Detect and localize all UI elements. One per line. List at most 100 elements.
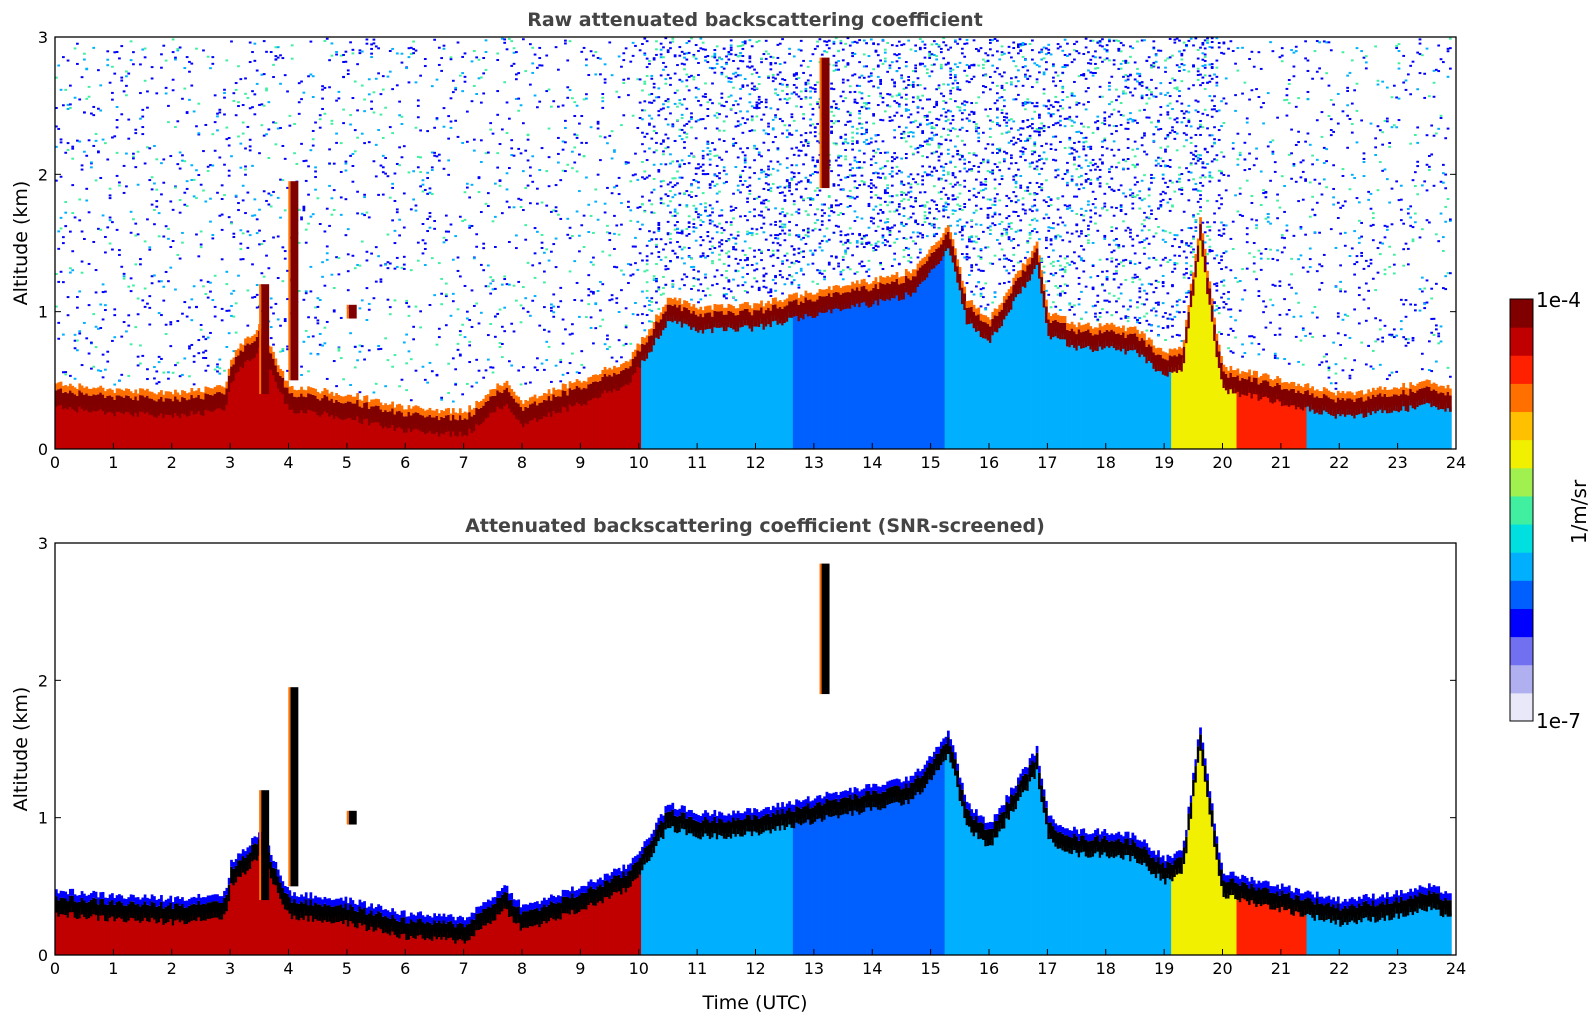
heatmap-cell: [813, 312, 817, 449]
heatmap-cell: [505, 131, 509, 134]
heatmap-cell: [531, 396, 535, 404]
heatmap-cell: [792, 200, 796, 203]
heatmap-cell: [816, 140, 819, 143]
heatmap-cell: [500, 37, 504, 40]
heatmap-cell: [848, 111, 852, 114]
heatmap-cell: [407, 412, 411, 429]
heatmap-cell: [174, 56, 177, 59]
heatmap-cell: [727, 303, 731, 311]
heatmap-cell: [718, 129, 721, 132]
heatmap-cell: [610, 192, 614, 195]
heatmap-cell: [837, 303, 840, 449]
heatmap-cell: [706, 147, 710, 150]
heatmap-cell: [491, 406, 495, 449]
heatmap-cell: [711, 55, 714, 58]
heatmap-cell: [484, 39, 488, 42]
heatmap-cell: [900, 193, 904, 196]
heatmap-cell: [507, 392, 511, 409]
heatmap-cell: [470, 427, 474, 449]
heatmap-cell: [739, 110, 742, 113]
heatmap-cell: [622, 114, 626, 117]
heatmap-cell: [225, 399, 229, 449]
heatmap-cell: [351, 52, 355, 55]
heatmap-cell: [384, 421, 387, 449]
heatmap-cell: [437, 327, 441, 330]
heatmap-cell: [767, 133, 770, 136]
heatmap-cell: [318, 298, 322, 301]
heatmap-cell: [818, 269, 822, 272]
heatmap-cell: [937, 118, 941, 121]
heatmap-cell: [935, 249, 939, 266]
heatmap-cell: [195, 233, 198, 236]
heatmap-cell: [855, 280, 859, 288]
heatmap-cell: [760, 259, 763, 262]
heatmap-cell: [853, 52, 857, 55]
heatmap-cell: [456, 420, 460, 437]
heatmap-cell: [762, 279, 766, 282]
heatmap-cell: [444, 426, 448, 449]
heatmap-cell: [358, 406, 362, 423]
heatmap-cell: [888, 244, 892, 247]
heatmap-cell: [386, 175, 390, 178]
heatmap-cell: [886, 282, 889, 300]
heatmap-cell: [255, 330, 259, 337]
heatmap-cell: [419, 414, 422, 432]
heatmap-cell: [911, 231, 915, 234]
heatmap-cell: [944, 193, 948, 196]
heatmap-cell: [634, 356, 637, 374]
heatmap-cell: [71, 392, 75, 410]
heatmap-cell: [398, 234, 401, 237]
heatmap-cell: [225, 381, 229, 389]
heatmap-cell: [183, 67, 187, 70]
heatmap-cell: [711, 180, 714, 183]
heatmap-cell: [71, 147, 75, 150]
heatmap-cell: [757, 153, 761, 156]
heatmap-cell: [55, 125, 58, 128]
heatmap-cell: [613, 247, 616, 250]
heatmap-cell: [844, 303, 847, 449]
heatmap-cell: [617, 55, 621, 58]
heatmap-cell: [874, 140, 878, 143]
heatmap-cell: [316, 197, 320, 200]
heatmap-cell: [764, 132, 768, 135]
heatmap-cell: [174, 396, 177, 414]
heatmap-cell: [827, 263, 831, 266]
heatmap-cell: [449, 431, 453, 449]
heatmap-cell: [690, 313, 693, 330]
heatmap-cell: [213, 315, 217, 318]
heatmap-cell: [227, 368, 231, 376]
heatmap-cell: [120, 113, 124, 116]
heatmap-cell: [92, 105, 96, 108]
heatmap-cell: [300, 216, 303, 219]
heatmap-cell: [557, 152, 560, 155]
heatmap-cell: [141, 406, 145, 449]
heatmap-cell: [928, 222, 932, 225]
heatmap-cell: [118, 57, 121, 60]
heatmap-cell: [725, 269, 728, 272]
heatmap-cell: [704, 324, 707, 449]
heatmap-cell: [374, 246, 378, 249]
heatmap-cell: [547, 156, 551, 159]
heatmap-cell: [171, 371, 175, 374]
heatmap-cell: [785, 212, 789, 215]
heatmap-cell: [638, 362, 642, 449]
heatmap-cell: [353, 150, 357, 153]
heatmap-cell: [185, 411, 189, 449]
heatmap-cell: [923, 65, 927, 68]
heatmap-cell: [568, 89, 572, 92]
heatmap-cell: [412, 52, 415, 55]
heatmap-cell: [419, 310, 422, 313]
heatmap-cell: [325, 377, 329, 380]
heatmap-cell: [797, 252, 801, 255]
heatmap-cell: [351, 152, 355, 155]
heatmap-cell: [157, 312, 161, 315]
heatmap-cell: [902, 276, 906, 283]
heatmap-cell: [234, 349, 238, 357]
heatmap-cell: [648, 101, 651, 104]
heatmap-cell: [841, 81, 845, 84]
heatmap-cell: [402, 409, 406, 417]
heatmap-cell: [760, 300, 763, 308]
heatmap-cell: [673, 91, 677, 94]
heatmap-cell: [297, 241, 301, 244]
heatmap-cell: [388, 411, 392, 428]
